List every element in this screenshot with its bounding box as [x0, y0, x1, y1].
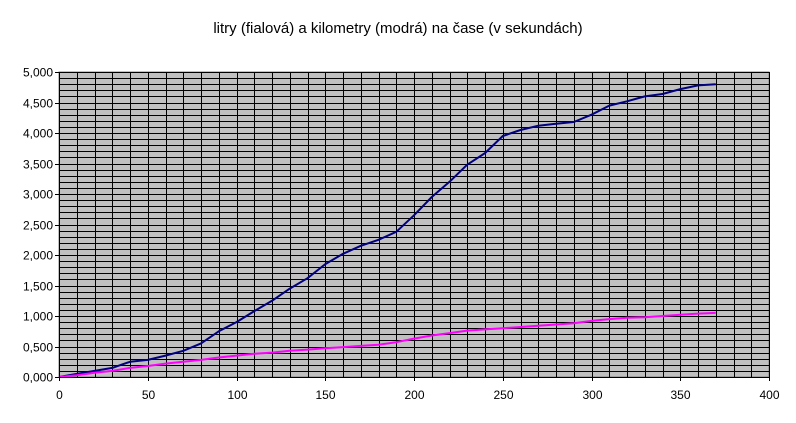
- plot-series: [58, 83, 716, 378]
- x-tick-label: 0: [56, 388, 63, 402]
- y-tick-label: 1,500: [23, 280, 53, 294]
- x-tick-label: 100: [227, 388, 247, 402]
- x-tick-label: 200: [404, 388, 424, 402]
- x-axis: 0 50 100 150 200 250 300 350 400: [56, 377, 780, 402]
- x-tick-label: 350: [670, 388, 690, 402]
- x-tick-label: 50: [142, 388, 156, 402]
- chart-title: litry (fialová) a kilometry (modrá) na č…: [213, 20, 582, 37]
- x-tick-label: 300: [582, 388, 602, 402]
- y-tick-label: 4,500: [23, 97, 53, 111]
- y-tick-label: 3,000: [23, 188, 53, 202]
- y-tick-label: 2,000: [23, 249, 53, 263]
- y-tick-label: 0,000: [23, 371, 53, 385]
- y-tick-label: 4,000: [23, 127, 53, 141]
- x-tick-label: 150: [315, 388, 335, 402]
- y-tick-label: 1,000: [23, 310, 53, 324]
- y-tick-label: 0,500: [23, 341, 53, 355]
- series-line-2: [58, 311, 716, 378]
- x-tick-label: 250: [493, 388, 513, 402]
- y-tick-label: 3,500: [23, 158, 53, 172]
- x-tick-label: 400: [759, 388, 779, 402]
- y-tick-label: 2,500: [23, 219, 53, 233]
- y-axis: 0,000 0,500 1,000 1,500 2,000 2,500 3,000 3,500…: [23, 66, 60, 385]
- series-line-1: [58, 83, 716, 378]
- y-tick-label: 5,000: [23, 66, 53, 80]
